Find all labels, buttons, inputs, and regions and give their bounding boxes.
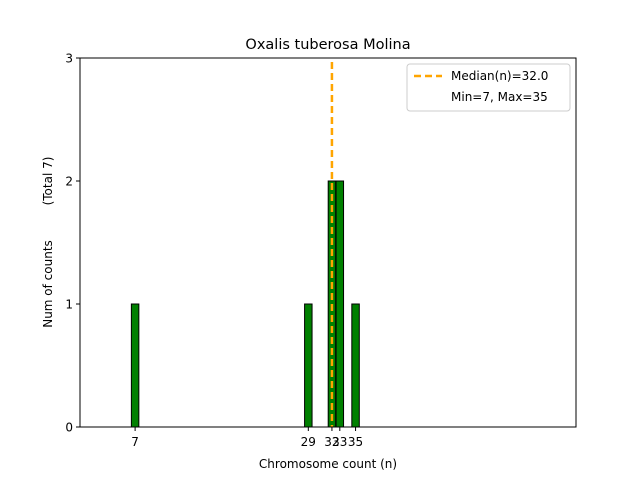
legend: Median(n)=32.0 Min=7, Max=35 [406,63,571,112]
bar [335,180,345,428]
chart-title: Oxalis tuberosa Molina [245,37,410,53]
y-axis: 0 1 2 3 [65,52,80,435]
bar [351,303,360,428]
legend-minmax-label: Min=7, Max=35 [451,90,548,104]
y-tick-label: 1 [65,298,73,312]
y-tick-label: 2 [65,175,73,189]
x-tick-label: 32 [324,435,339,449]
x-tick-label: 35 [348,435,363,449]
y-tick-label: 0 [65,421,73,435]
y-axis-label: Num of counts [41,240,55,328]
x-tick-label: 7 [131,435,139,449]
legend-median-label: Median(n)=32.0 [451,69,548,83]
legend-frame [406,63,571,112]
x-axis-label: Chromosome count (n) [259,457,397,471]
bar [304,303,313,428]
y-axis-total-label: (Total 7) [41,157,55,206]
bar [130,303,140,428]
plot-frame [79,57,577,428]
x-tick-label: 33 [332,435,347,449]
y-tick-label: 3 [65,52,73,66]
x-tick-label: 29 [301,435,316,449]
